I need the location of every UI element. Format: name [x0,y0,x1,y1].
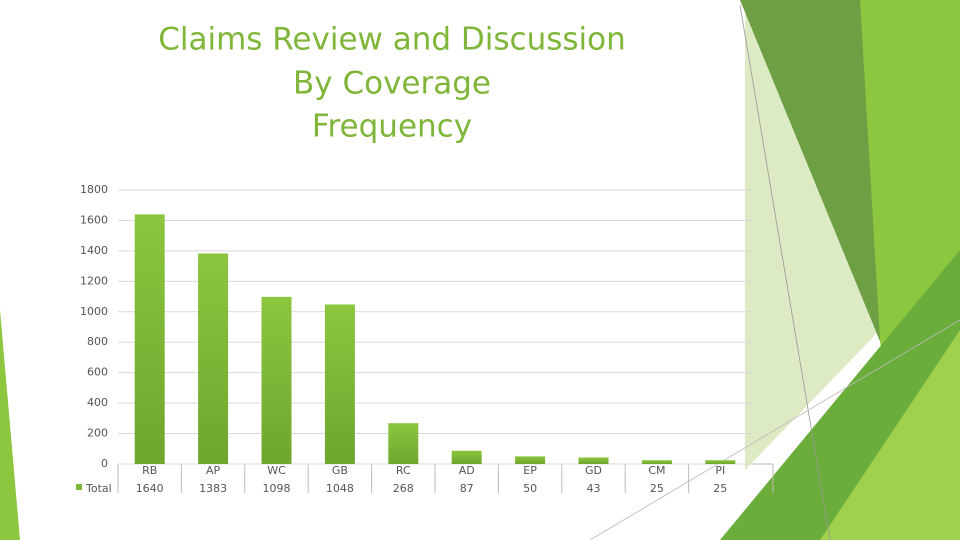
decor [820,330,960,540]
bar [388,423,419,464]
value-label: 87 [460,482,474,495]
x-tick-label: RC [396,464,411,477]
x-tick-label: EP [523,464,537,477]
y-tick-label: 600 [87,366,108,379]
y-tick-label: 1600 [80,213,108,226]
y-tick-label: 0 [101,457,108,470]
value-label: 1098 [263,482,291,495]
decor [589,319,960,540]
y-tick-label: 1000 [80,305,108,318]
bar [515,456,546,464]
chart-title: By Coverage [293,66,491,102]
bar [261,296,292,464]
bar [198,253,229,464]
decor [0,310,20,540]
chart-title: Frequency [312,109,472,145]
chart-title: Claims Review and Discussion [158,22,626,58]
y-tick-label: 800 [87,335,108,348]
bar [134,214,165,464]
bar [641,460,672,464]
x-tick-label: RB [142,464,157,477]
x-tick-label: GD [585,464,602,477]
legend-label: Total [85,482,112,495]
legend-key [76,484,82,490]
value-label: 25 [713,482,727,495]
value-label: 43 [587,482,601,495]
y-tick-label: 1200 [80,274,108,287]
x-tick-label: CM [648,464,665,477]
y-tick-label: 400 [87,396,108,409]
bar [451,450,482,464]
y-tick-label: 1400 [80,244,108,257]
value-label: 1640 [136,482,164,495]
x-tick-label: GB [332,464,348,477]
data-table: Total RB 1640 AP 1383 WC 1098 GB 1048 RC 268 AD 87 EP… [76,463,774,495]
y-tick-label: 200 [87,427,108,440]
value-label: 25 [650,482,664,495]
bar [324,304,355,464]
value-label: 50 [523,482,537,495]
value-label: 268 [393,482,414,495]
y-tick-label: 1800 [80,183,108,196]
value-label: 1048 [326,482,354,495]
decor [739,4,831,540]
x-tick-label: AD [459,464,475,477]
bar [578,457,609,464]
bar [705,460,736,464]
x-tick-label: PI [715,464,725,477]
x-tick-label: AP [206,464,221,477]
value-label: 1383 [199,482,227,495]
x-tick-label: WC [267,464,286,477]
decor [745,10,880,470]
